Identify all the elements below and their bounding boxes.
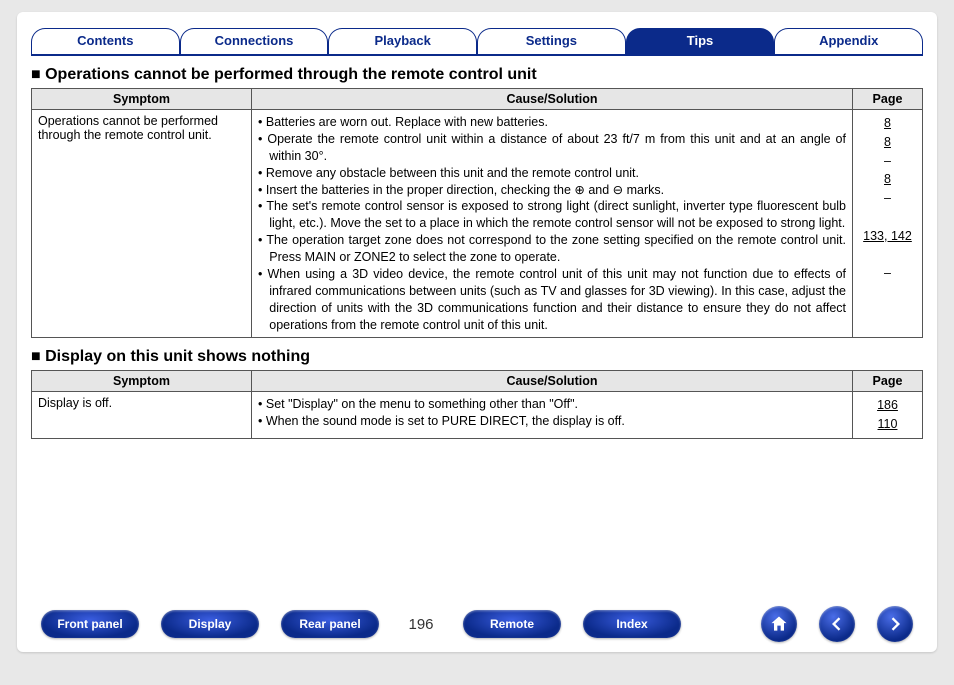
page-cell: 8 8 – 8 – 133, 142 –	[853, 110, 923, 338]
solution-item: The set's remote control sensor is expos…	[258, 198, 846, 232]
solution-item: Operate the remote control unit within a…	[258, 131, 846, 165]
col-cause: Cause/Solution	[252, 89, 853, 110]
bottom-nav: Front panel Display Rear panel 196 Remot…	[17, 606, 937, 642]
symptom-cell: Display is off.	[32, 392, 252, 439]
solution-item: The operation target zone does not corre…	[258, 232, 846, 266]
solution-item: Remove any obstacle between this unit an…	[258, 165, 846, 182]
tab-appendix[interactable]: Appendix	[774, 28, 923, 56]
col-page: Page	[853, 371, 923, 392]
tab-tips[interactable]: Tips	[626, 28, 775, 56]
page-number: 196	[401, 616, 441, 633]
index-button[interactable]: Index	[583, 610, 681, 638]
page-dash: –	[884, 191, 891, 205]
next-icon[interactable]	[877, 606, 913, 642]
solution-item: When the sound mode is set to PURE DIREC…	[258, 413, 846, 430]
top-tabs: Contents Connections Playback Settings T…	[31, 28, 923, 56]
page-link[interactable]: 8	[884, 172, 891, 186]
solution-item: Set "Display" on the menu to something o…	[258, 396, 846, 413]
col-symptom: Symptom	[32, 371, 252, 392]
tab-connections[interactable]: Connections	[180, 28, 329, 56]
page-link[interactable]: 110	[878, 417, 898, 431]
col-page: Page	[853, 89, 923, 110]
solution-cell: Batteries are worn out. Replace with new…	[252, 110, 853, 338]
tab-contents[interactable]: Contents	[31, 28, 180, 56]
rear-panel-button[interactable]: Rear panel	[281, 610, 379, 638]
solution-cell: Set "Display" on the menu to something o…	[252, 392, 853, 439]
section-2: Display on this unit shows nothing Sympt…	[31, 348, 923, 439]
front-panel-button[interactable]: Front panel	[41, 610, 139, 638]
home-icon[interactable]	[761, 606, 797, 642]
section-2-table: Symptom Cause/Solution Page Display is o…	[31, 370, 923, 439]
solution-item: Batteries are worn out. Replace with new…	[258, 114, 846, 131]
solution-item: Insert the batteries in the proper direc…	[258, 182, 846, 199]
tab-settings[interactable]: Settings	[477, 28, 626, 56]
section-2-title: Display on this unit shows nothing	[31, 348, 923, 366]
section-1-title: Operations cannot be performed through t…	[31, 66, 923, 84]
tab-playback[interactable]: Playback	[328, 28, 477, 56]
col-symptom: Symptom	[32, 89, 252, 110]
prev-icon[interactable]	[819, 606, 855, 642]
page-dash: –	[884, 266, 891, 280]
solution-item: When using a 3D video device, the remote…	[258, 266, 846, 334]
page-dash: –	[884, 154, 891, 168]
section-1-table: Symptom Cause/Solution Page Operations c…	[31, 88, 923, 338]
page-link[interactable]: 133, 142	[863, 229, 912, 243]
page-link[interactable]: 8	[884, 135, 891, 149]
display-button[interactable]: Display	[161, 610, 259, 638]
section-1: Operations cannot be performed through t…	[31, 66, 923, 338]
page-cell: 186 110	[853, 392, 923, 439]
symptom-cell: Operations cannot be performed through t…	[32, 110, 252, 338]
table-row: Display is off. Set "Display" on the men…	[32, 392, 923, 439]
page: Contents Connections Playback Settings T…	[17, 12, 937, 652]
col-cause: Cause/Solution	[252, 371, 853, 392]
table-row: Operations cannot be performed through t…	[32, 110, 923, 338]
page-link[interactable]: 186	[877, 398, 898, 412]
page-link[interactable]: 8	[884, 116, 891, 130]
remote-button[interactable]: Remote	[463, 610, 561, 638]
